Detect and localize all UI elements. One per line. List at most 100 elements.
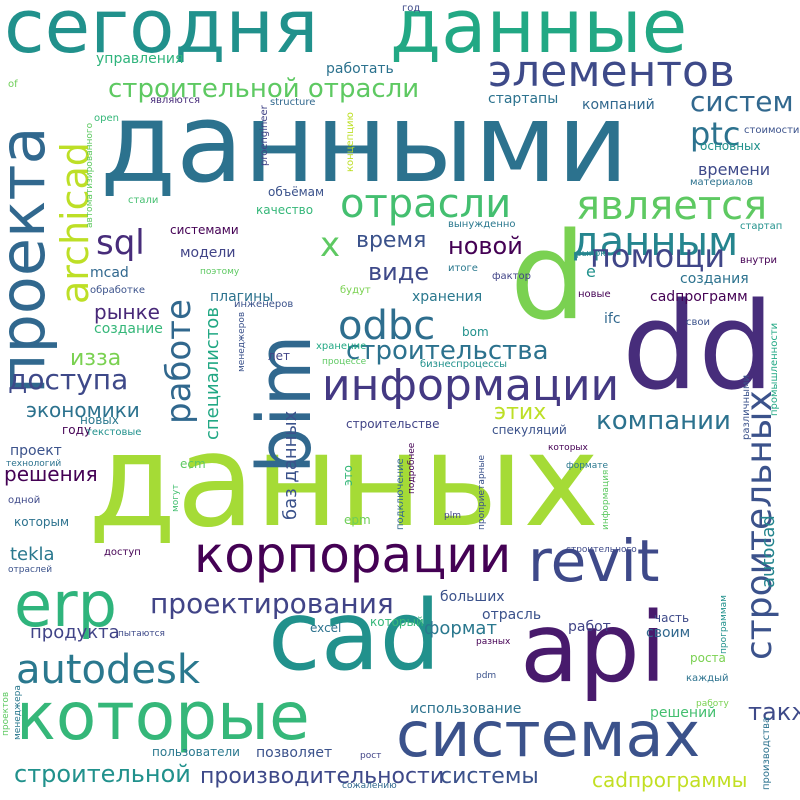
word: open <box>94 113 119 124</box>
word: отрасль <box>482 607 542 623</box>
word: создания <box>680 271 749 287</box>
word: компании <box>596 406 731 436</box>
word: элементов <box>488 46 735 97</box>
word: поэтому <box>200 267 240 277</box>
word: является <box>576 183 768 229</box>
word: время <box>356 228 427 253</box>
word: лет <box>268 349 291 363</box>
word: рынке <box>94 300 160 324</box>
word: проектирования <box>150 587 394 620</box>
word: системами <box>170 223 239 237</box>
word: информации <box>322 360 620 411</box>
word: api <box>520 592 667 704</box>
word: концепцию <box>345 112 356 172</box>
word: промышленности <box>769 322 780 416</box>
word: решений <box>650 705 717 721</box>
word: этих <box>494 400 547 425</box>
word: cadпрограмм <box>650 289 748 305</box>
word: autodesk <box>16 647 201 693</box>
word: проприетарные <box>477 454 487 530</box>
word: проекта <box>0 126 59 394</box>
word: технологий <box>6 459 62 469</box>
word: также <box>748 698 800 726</box>
word: данные <box>390 0 688 70</box>
word: of <box>8 79 18 90</box>
word: производительности <box>200 764 445 789</box>
word: ptc <box>690 115 741 153</box>
word: отрасли <box>340 181 512 227</box>
word: материалов <box>690 177 754 188</box>
word: текстовые <box>86 427 142 438</box>
word: подключение <box>395 458 406 530</box>
word: специалистов <box>202 307 223 440</box>
word: обработке <box>90 285 146 296</box>
word: работ <box>568 619 611 635</box>
word: своим <box>646 625 691 641</box>
word: ifc <box>604 311 621 327</box>
word: решения <box>4 462 98 486</box>
word: плагины <box>210 289 274 305</box>
word: производства <box>761 716 772 790</box>
word: строительной отрасли <box>108 74 420 104</box>
word: позволяет <box>256 745 333 761</box>
word: будут <box>340 285 371 296</box>
word: одной <box>8 495 41 506</box>
word: строительстве <box>346 417 440 431</box>
word: новых <box>80 413 119 427</box>
word: могут <box>171 484 181 512</box>
word: sql <box>96 223 145 263</box>
word: mcad <box>90 265 129 281</box>
word: пользователи <box>152 745 240 759</box>
word: являются <box>150 95 201 106</box>
word: управления <box>96 51 184 67</box>
word: x <box>320 225 341 265</box>
word: экономики <box>26 398 140 422</box>
word: системы <box>440 764 539 789</box>
word: внутри <box>740 255 778 266</box>
word: спекуляций <box>492 423 567 437</box>
word: инженеров <box>234 299 294 310</box>
word: рынок <box>576 249 606 259</box>
word: рост <box>360 751 382 761</box>
word: сегодня <box>4 0 319 70</box>
word: tekla <box>10 544 55 565</box>
word: новые <box>578 289 611 300</box>
word: данным <box>572 219 739 265</box>
word: роста <box>690 651 726 665</box>
word: систем <box>690 85 794 118</box>
word: которые <box>16 678 310 755</box>
word: объёмам <box>268 185 325 199</box>
word: фактор <box>492 271 532 282</box>
word: системах <box>396 698 701 771</box>
word: новой <box>448 232 523 260</box>
word: erp <box>14 568 117 641</box>
word: доступа <box>8 363 129 396</box>
word: основных <box>700 139 761 153</box>
word: больших <box>440 589 505 605</box>
word: dd <box>622 278 775 417</box>
word: автоматизированного <box>85 122 95 228</box>
word: стоимости <box>744 125 800 136</box>
word: формат <box>424 618 497 639</box>
word: проект <box>10 443 62 459</box>
word: который <box>370 615 424 629</box>
word: cadпрограммы <box>592 768 748 792</box>
word: вынужденно <box>448 219 516 230</box>
word: времени <box>698 160 771 179</box>
word: информация <box>601 469 611 530</box>
word: строительной <box>14 760 191 788</box>
word: которых <box>548 443 588 453</box>
word: работать <box>326 61 394 77</box>
word: proengineer <box>259 105 270 166</box>
word: plm <box>444 511 461 521</box>
word: году <box>62 423 92 437</box>
word: хранение <box>316 341 367 352</box>
word: изза <box>70 346 122 371</box>
word: каждый <box>686 673 729 684</box>
word: работу <box>696 699 729 709</box>
word: cad <box>268 580 441 692</box>
word: e <box>586 262 596 281</box>
word: использование <box>410 701 522 717</box>
word: стартапы <box>488 91 559 107</box>
